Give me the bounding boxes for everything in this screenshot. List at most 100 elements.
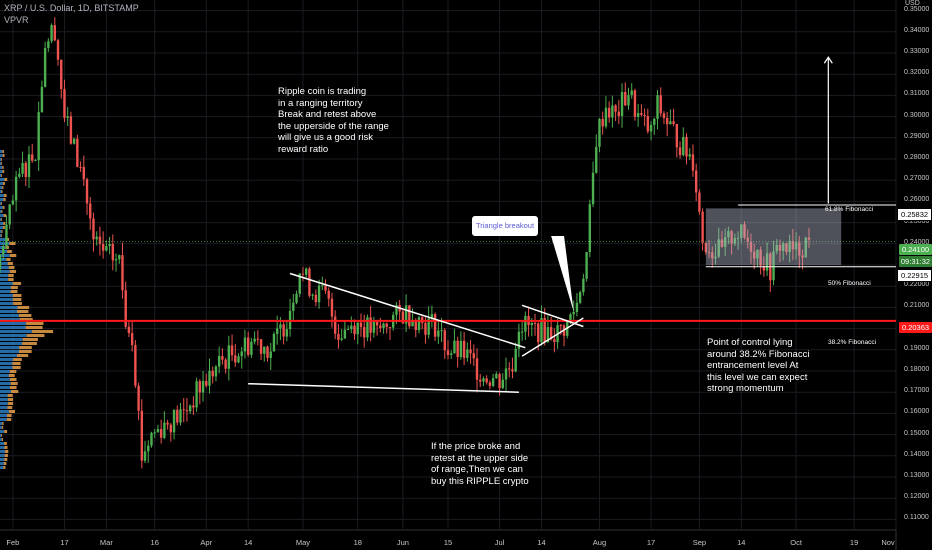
volume-bar: [0, 434, 2, 437]
candle-body: [40, 86, 44, 113]
y-tick-label: 0.26000: [904, 196, 930, 204]
candle-body: [0, 254, 2, 270]
candle-body: [636, 112, 640, 117]
candle-body: [694, 170, 698, 193]
y-tick-label: 0.25000: [904, 217, 930, 225]
candle-body: [624, 91, 627, 106]
candle-body: [195, 381, 198, 408]
candle-body: [508, 368, 511, 370]
buy-note[interactable]: If the price broke and retest at the upp…: [431, 441, 529, 487]
x-tick-label: 14: [244, 538, 253, 547]
volume-bar: [0, 174, 2, 177]
candle-body: [311, 294, 314, 296]
volume-bar: [3, 222, 6, 225]
y-tick-label: 0.31000: [904, 90, 930, 98]
candle-body: [601, 118, 604, 127]
candle-body: [604, 107, 608, 127]
poc-note[interactable]: Point of control lying around 38.2% Fibo…: [707, 337, 810, 394]
candle-body: [682, 136, 685, 156]
y-tick-label: 0.29000: [904, 132, 930, 140]
candle-body: [259, 339, 263, 354]
range-note[interactable]: Ripple coin is trading in a ranging terr…: [278, 86, 389, 155]
x-tick-label: Nov: [881, 538, 895, 547]
volume-bar: [17, 306, 30, 309]
candle-body: [698, 192, 701, 212]
candle-body: [633, 90, 637, 117]
candle-body: [450, 353, 453, 355]
candle-body: [275, 328, 279, 334]
candle-body: [372, 321, 376, 333]
volume-bar: [0, 166, 3, 169]
volume-bar: [6, 258, 11, 261]
candle-body: [105, 246, 108, 251]
candle-body: [640, 112, 643, 115]
volume-bar: [0, 278, 9, 281]
candle-body: [47, 41, 50, 49]
candle-body: [43, 48, 47, 87]
candle-body: [462, 340, 466, 358]
volume-bar: [0, 458, 5, 461]
volume-bar: [17, 310, 29, 313]
candle-body: [572, 312, 575, 315]
candle-body: [14, 176, 18, 201]
volume-bar: [2, 150, 4, 153]
candle-body: [266, 346, 269, 358]
candle-body: [82, 167, 85, 180]
volume-bar: [3, 198, 6, 201]
current-price-tag: 0.24100: [899, 244, 932, 255]
volume-bar: [0, 242, 10, 245]
candle-body: [543, 318, 546, 342]
volume-bar: [7, 402, 14, 405]
triangle-breakout-callout[interactable]: Triangle breakout: [472, 216, 538, 236]
candle-body: [649, 124, 653, 132]
candle-body: [540, 318, 543, 343]
volume-bar: [0, 270, 10, 273]
candle-body: [285, 329, 289, 337]
range-box: [705, 208, 842, 265]
y-tick-label: 0.18000: [904, 366, 930, 373]
volume-bar: [9, 254, 17, 257]
volume-bar: [2, 170, 5, 173]
candle-body: [466, 349, 469, 358]
candle-body: [443, 330, 446, 351]
candle-body: [469, 349, 472, 354]
candle-body: [595, 146, 598, 173]
volume-bar: [18, 350, 32, 353]
volume-bar: [9, 410, 16, 413]
volume-bar: [12, 282, 22, 285]
volume-bar: [0, 234, 2, 237]
candle-body: [134, 345, 137, 386]
candle-body: [388, 326, 392, 328]
candle-body: [356, 322, 359, 335]
volume-bar: [0, 410, 10, 413]
volume-bar: [0, 370, 10, 373]
candle-body: [740, 224, 743, 238]
volume-bar: [0, 150, 3, 153]
volume-bar: [2, 182, 5, 185]
y-tick-label: 0.32000: [904, 69, 930, 77]
candle-body: [504, 368, 508, 380]
candle-body: [179, 409, 182, 423]
x-tick-label: Sep: [692, 538, 707, 547]
candle-body: [627, 95, 630, 106]
volume-bar: [0, 158, 2, 161]
y-tick-label: 0.33000: [904, 48, 930, 55]
candle-body: [730, 231, 733, 244]
candle-body: [359, 322, 363, 328]
pennant-upper-line: [521, 304, 584, 328]
candle-body: [337, 333, 340, 340]
candle-body: [92, 218, 95, 240]
candle-body: [11, 200, 15, 205]
candle-body: [304, 268, 308, 275]
x-tick-label: 16: [150, 538, 159, 547]
candle-body: [166, 422, 169, 425]
candle-body: [34, 160, 37, 162]
volume-bar: [2, 226, 5, 229]
candle-body: [656, 95, 659, 119]
y-tick-label: 0.16000: [904, 408, 930, 416]
candle-body: [182, 409, 185, 411]
volume-bar: [0, 350, 19, 353]
candle-body: [375, 321, 379, 326]
candle-body: [101, 243, 105, 251]
